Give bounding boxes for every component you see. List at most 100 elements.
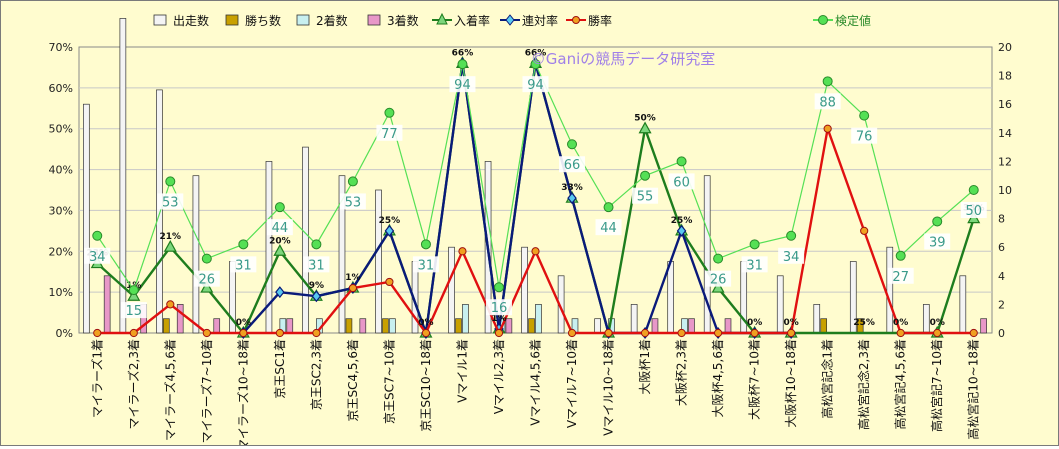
test-value-label: 44 (600, 221, 617, 236)
marker-test (420, 239, 431, 250)
show-rate-label: 50% (634, 114, 656, 124)
marker-winrate (202, 328, 211, 338)
x-tick-label: 大阪杯4,5,6着 (710, 339, 725, 418)
marker-test (530, 59, 541, 70)
test-label-bg (412, 256, 439, 273)
y-right-tick-label: 12 (998, 155, 1012, 168)
show-rate-label: 1% (491, 314, 506, 324)
x-tick-label: マイラーズ7~10着 (199, 339, 214, 443)
marker-test (311, 239, 322, 250)
bar-starts (83, 103, 90, 334)
test-value-label: 26 (199, 273, 216, 288)
bar-starts (375, 189, 382, 334)
test-label-bg (778, 247, 805, 264)
marker-winrate (129, 328, 138, 338)
y-left-tick-label: 30% (49, 204, 73, 217)
bar-starts (192, 175, 200, 334)
bar-wins (345, 318, 353, 334)
bar-starts (776, 275, 784, 334)
legend-label-show: 入着率 (454, 13, 490, 28)
legend-marker-place (505, 14, 515, 26)
marker-winrate (933, 328, 942, 338)
marker-show (200, 280, 214, 293)
marker-test (457, 59, 468, 70)
marker-place (676, 224, 687, 237)
y-right-tick-label: 10 (998, 184, 1012, 197)
test-label-bg (376, 124, 403, 141)
marker-show (638, 121, 652, 134)
test-label-bg (485, 299, 512, 316)
marker-test (676, 156, 687, 167)
x-tick-label: Vマイル7~10着 (564, 339, 579, 428)
bar-starts (959, 275, 967, 334)
show-rate-label: 25% (853, 318, 875, 328)
legend-label-wins: 勝ち数 (245, 13, 281, 28)
bar-starts (338, 175, 346, 334)
x-tick-label: 大阪杯10~18着 (783, 339, 798, 428)
show-rate-label: 66% (452, 48, 474, 58)
marker-test (165, 176, 176, 187)
legend-marker-winrate (572, 16, 580, 24)
marker-test (567, 139, 578, 150)
test-label-bg (924, 233, 951, 250)
bar-third (286, 318, 294, 334)
x-tick-label: 高松宮記念2,3着 (856, 339, 871, 430)
marker-winrate (166, 300, 175, 309)
bar-second (389, 318, 396, 334)
marker-test (859, 110, 870, 121)
marker-winrate (787, 328, 796, 338)
marker-winrate (677, 328, 686, 338)
marker-test (347, 176, 358, 187)
y-left-tick-label: 40% (49, 164, 73, 177)
watermark: ©Ganiの競馬データ研究室 (531, 50, 716, 68)
marker-test (384, 107, 395, 118)
x-tick-label: 大阪杯7~10着 (747, 339, 762, 420)
y-right-tick-label: 2 (998, 298, 1005, 311)
test-value-label: 31 (418, 258, 435, 273)
marker-winrate (896, 328, 905, 338)
marker-test (749, 239, 760, 250)
test-label-bg (230, 256, 257, 273)
test-value-label: 53 (162, 195, 179, 210)
test-label-bg (266, 219, 293, 236)
legend-swatch-second (296, 14, 310, 26)
marker-show (163, 239, 177, 252)
bar-wins (820, 318, 828, 334)
bar-starts (156, 89, 163, 334)
marker-winrate (385, 277, 394, 287)
marker-winrate (312, 328, 321, 338)
marker-test (786, 230, 797, 241)
marker-winrate (239, 328, 248, 338)
y-left-tick-label: 50% (49, 123, 73, 136)
y-right-tick-label: 18 (998, 70, 1012, 83)
marker-test (640, 170, 651, 181)
test-value-label: 34 (89, 250, 106, 265)
marker-place (275, 286, 285, 299)
x-tick-label: 高松宮記10~18着 (966, 339, 981, 440)
show-rate-label: 25% (379, 216, 401, 226)
y-right-tick-label: 16 (998, 98, 1012, 111)
x-tick-label: 大阪杯1着 (637, 339, 652, 395)
x-tick-label: Vマイル1着 (454, 339, 469, 403)
bar-third (724, 318, 732, 334)
test-series: 34 15 53 26 31 44 31 53 77 31 94 16 94 66 44 55 60 26 31 34… (84, 59, 987, 319)
marker-test (128, 285, 139, 296)
show-rate-label: 0% (418, 318, 433, 328)
bar-starts (667, 261, 674, 334)
bar-third (651, 318, 659, 334)
x-tick-label: Vマイル10~18着 (601, 339, 616, 436)
test-value-label: 31 (308, 258, 325, 273)
bar-third (176, 304, 184, 334)
bar-starts (521, 246, 528, 334)
x-tick-label: 京王SC7~10着 (381, 339, 396, 424)
bar-starts (813, 304, 821, 334)
y-axis-left: 0% 10% 20% 30% 40% 50% 60% 70% (49, 41, 73, 340)
test-value-label: 31 (746, 258, 763, 273)
bar-starts (302, 146, 309, 334)
test-label-bg (741, 256, 768, 273)
bar-wins (528, 318, 535, 334)
x-tick-label: 京王SC4,5,6着 (345, 339, 360, 422)
marker-test (713, 253, 724, 264)
